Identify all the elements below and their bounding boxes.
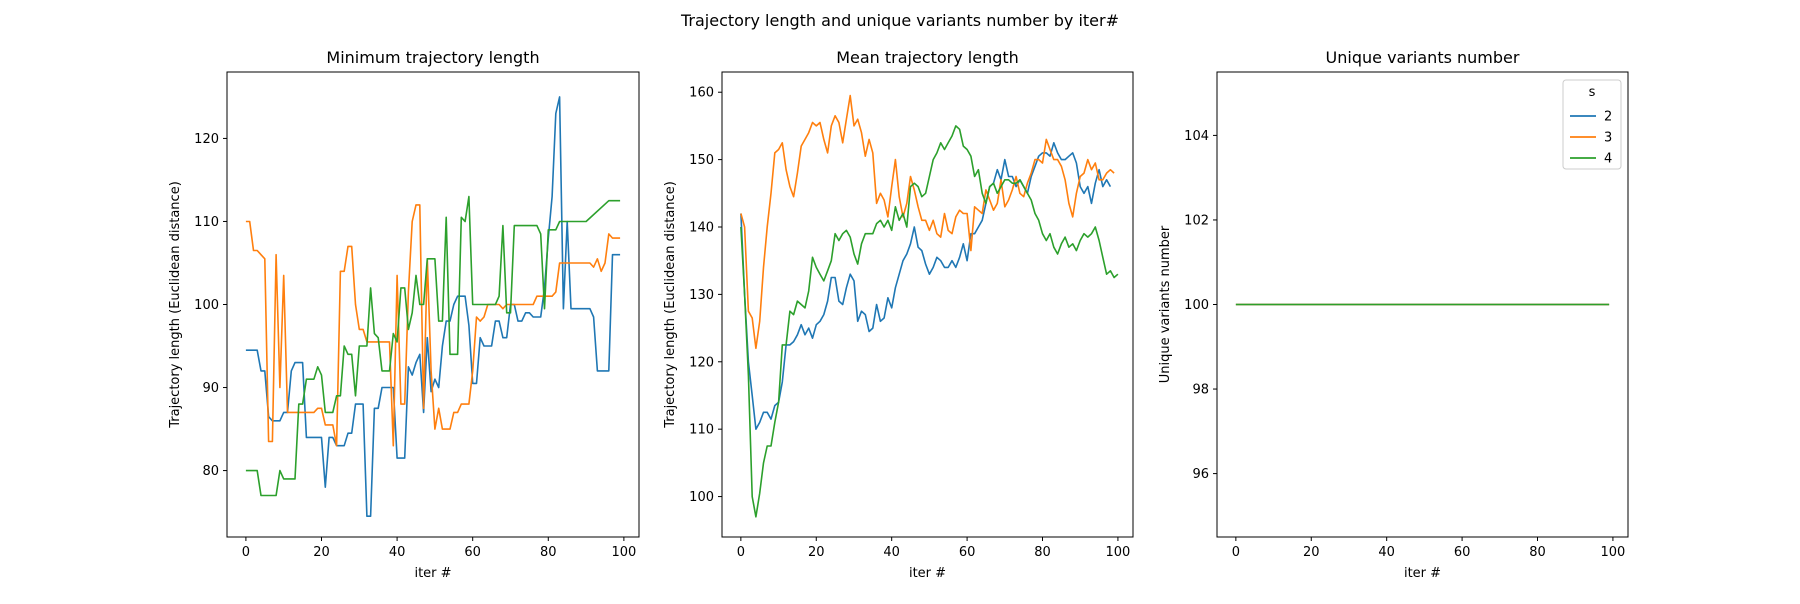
y-tick-label: 90 bbox=[202, 381, 219, 396]
x-tick-label: 0 bbox=[1232, 545, 1240, 560]
y-tick-label: 150 bbox=[689, 153, 714, 168]
y-axis-label: Trajectory length (Euclidean distance) bbox=[663, 181, 678, 429]
x-tick-label: 60 bbox=[464, 545, 481, 560]
x-axis-label: iter # bbox=[909, 566, 946, 581]
y-tick-label: 110 bbox=[689, 423, 714, 438]
series-line-4 bbox=[245, 195, 621, 497]
x-tick-label: 20 bbox=[1303, 545, 1320, 560]
y-tick-label: 100 bbox=[689, 490, 714, 505]
panel-title: Unique variants number bbox=[1326, 48, 1520, 67]
figure-title: Trajectory length and unique variants nu… bbox=[680, 11, 1119, 30]
x-tick-label: 60 bbox=[1454, 545, 1471, 560]
panel-2: Mean trajectory length 0 20 40 60 80 100 100 110… bbox=[663, 48, 1134, 581]
x-axis-label: iter # bbox=[1404, 566, 1441, 581]
panel-1: Minimum trajectory length 0 20 40 60 80 100 80 9… bbox=[168, 48, 640, 581]
y-tick-label: 98 bbox=[1192, 383, 1209, 398]
x-tick-label: 60 bbox=[959, 545, 976, 560]
x-tick-label: 80 bbox=[540, 545, 557, 560]
y-tick-label: 102 bbox=[1184, 213, 1209, 228]
x-tick-label: 80 bbox=[1034, 545, 1051, 560]
y-tick-label: 100 bbox=[1184, 298, 1209, 313]
x-tick-label: 40 bbox=[1378, 545, 1395, 560]
x-tick-label: 100 bbox=[1106, 545, 1131, 560]
x-tick-label: 0 bbox=[737, 545, 745, 560]
y-tick-label: 100 bbox=[194, 298, 219, 313]
x-tick-label: 100 bbox=[1601, 545, 1626, 560]
y-tick-label: 104 bbox=[1184, 129, 1209, 144]
legend-title: s bbox=[1589, 85, 1596, 100]
series-line-2 bbox=[740, 142, 1112, 430]
x-axis-label: iter # bbox=[414, 566, 451, 581]
legend: s2 3 4 bbox=[1562, 79, 1622, 170]
x-tick-label: 80 bbox=[1529, 545, 1546, 560]
x-tick-label: 0 bbox=[242, 545, 250, 560]
y-tick-label: 140 bbox=[689, 221, 714, 236]
x-tick-label: 20 bbox=[313, 545, 330, 560]
y-tick-label: 96 bbox=[1192, 467, 1209, 482]
legend-label-3: 3 bbox=[1604, 131, 1612, 146]
y-tick-label: 80 bbox=[202, 464, 219, 479]
y-tick-label: 130 bbox=[689, 288, 714, 303]
series-line-3 bbox=[740, 94, 1115, 350]
panel-title: Minimum trajectory length bbox=[326, 48, 539, 67]
y-tick-label: 120 bbox=[194, 132, 219, 147]
x-tick-label: 40 bbox=[389, 545, 406, 560]
series-line-4 bbox=[740, 125, 1119, 518]
axes-frame bbox=[226, 71, 640, 538]
panel-3: Unique variants number 0 20 40 60 80 100 96 98 10… bbox=[1158, 48, 1629, 581]
y-tick-label: 160 bbox=[689, 86, 714, 101]
legend-box bbox=[1562, 79, 1622, 170]
axes-frame bbox=[721, 71, 1134, 538]
series-line-2 bbox=[245, 96, 621, 517]
panel-title: Mean trajectory length bbox=[836, 48, 1019, 67]
y-tick-label: 110 bbox=[194, 215, 219, 230]
series-line-3 bbox=[245, 204, 621, 447]
x-tick-label: 20 bbox=[808, 545, 825, 560]
y-axis-label: Unique variants number bbox=[1158, 225, 1173, 383]
legend-label-2: 2 bbox=[1604, 110, 1612, 125]
x-tick-label: 40 bbox=[883, 545, 900, 560]
y-tick-label: 120 bbox=[689, 355, 714, 370]
y-axis-label: Trajectory length (Euclidean distance) bbox=[168, 181, 183, 429]
x-tick-label: 100 bbox=[611, 545, 636, 560]
legend-label-4: 4 bbox=[1604, 152, 1612, 167]
